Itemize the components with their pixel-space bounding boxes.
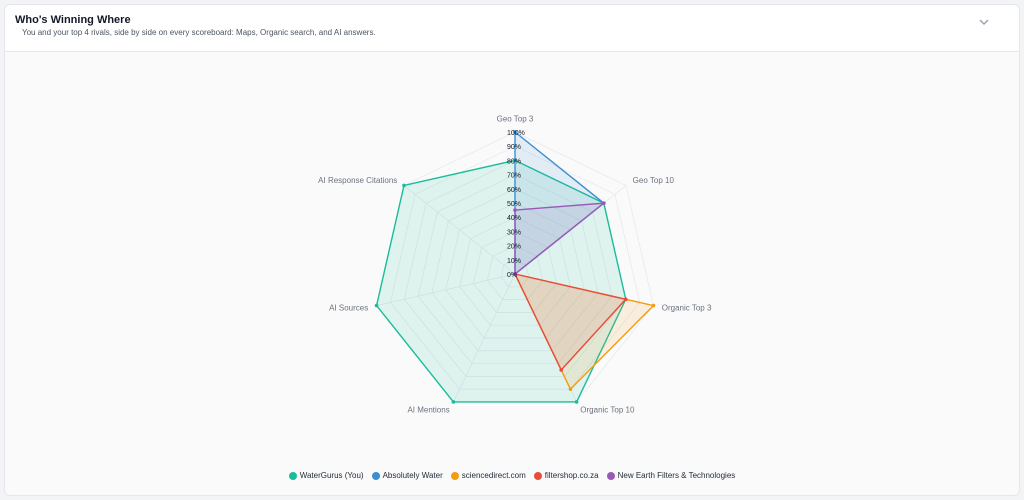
axis-label: AI Mentions [407,406,449,415]
legend-swatch [450,471,459,480]
legend-label: filtershop.co.za [544,471,599,480]
data-point [574,400,579,404]
axis-label: Geo Top 3 [497,114,534,123]
card-header: Who's Winning Where You and your top 4 r… [5,5,1019,52]
chevron-down-icon[interactable] [977,15,991,29]
data-point [513,130,517,134]
data-point [559,368,564,372]
tick-label: 50% [507,201,521,208]
grid-spoke [453,273,516,403]
legend-swatch [288,471,297,480]
data-point [402,183,406,188]
tick-label: 40% [507,215,521,222]
data-point [602,201,606,205]
grid-ring [417,174,613,364]
grid-ring [473,231,557,313]
legend-item[interactable]: WaterGurus (You) [288,471,364,480]
tick-label: 100% [507,130,525,137]
legend-label: sciencedirect.com [461,471,526,480]
data-point [451,400,456,404]
series-area [514,202,607,276]
tick-label: 90% [507,144,521,151]
tick-label: 20% [507,244,521,251]
axis-label: Geo Top 10 [633,176,675,185]
grid-ring [459,216,571,326]
axis-label: AI Response Citations [318,176,397,185]
data-point [623,297,628,302]
legend-item[interactable]: New Earth Filters & Technologies [606,471,736,480]
card-subtitle: You and your top 4 rivals, side by side … [22,28,376,37]
legend-swatch [371,471,380,480]
legend-item[interactable]: sciencedirect.com [450,471,526,480]
legend-item[interactable]: filtershop.co.za [533,471,599,480]
grid-spoke [376,273,516,306]
axis-label: AI Sources [329,303,368,312]
grid-spoke [403,185,516,275]
legend-label: New Earth Filters & Technologies [617,471,736,480]
data-point [513,272,517,276]
legend-swatch [606,471,615,480]
legend-label: Absolutely Water [382,471,443,480]
tick-label: 10% [507,258,521,265]
legend-label: WaterGurus (You) [299,471,364,480]
grid-ring [390,145,640,390]
data-point [568,387,573,391]
series-area [513,272,628,372]
card-title: Who's Winning Where [15,14,131,26]
tick-label: 30% [507,229,521,236]
axis-label: Organic Top 10 [580,406,635,415]
tick-label: 60% [507,187,521,194]
chart-card: Who's Winning Where You and your top 4 r… [4,4,1020,496]
tick-label: 0% [507,272,517,279]
tick-label: 70% [507,173,521,180]
legend-item[interactable]: Absolutely Water [371,471,443,480]
tick-label: 80% [507,158,521,165]
data-point [374,303,379,308]
grid-ring [500,259,530,288]
radar-chart: 0% 10% 20% 30% 40% 50% 60% 70% 80% 90% 100% Geo Top… [318,114,712,415]
grid-ring [486,245,544,300]
data-point [513,208,517,212]
axis-label: Organic Top 3 [662,303,712,312]
series-area [375,159,627,403]
data-point [651,303,656,308]
legend-swatch [533,471,542,480]
grid-ring [431,188,599,352]
chart-legend: WaterGurus (You) Absolutely Water scienced… [5,471,1019,480]
grid-ring [445,202,585,339]
